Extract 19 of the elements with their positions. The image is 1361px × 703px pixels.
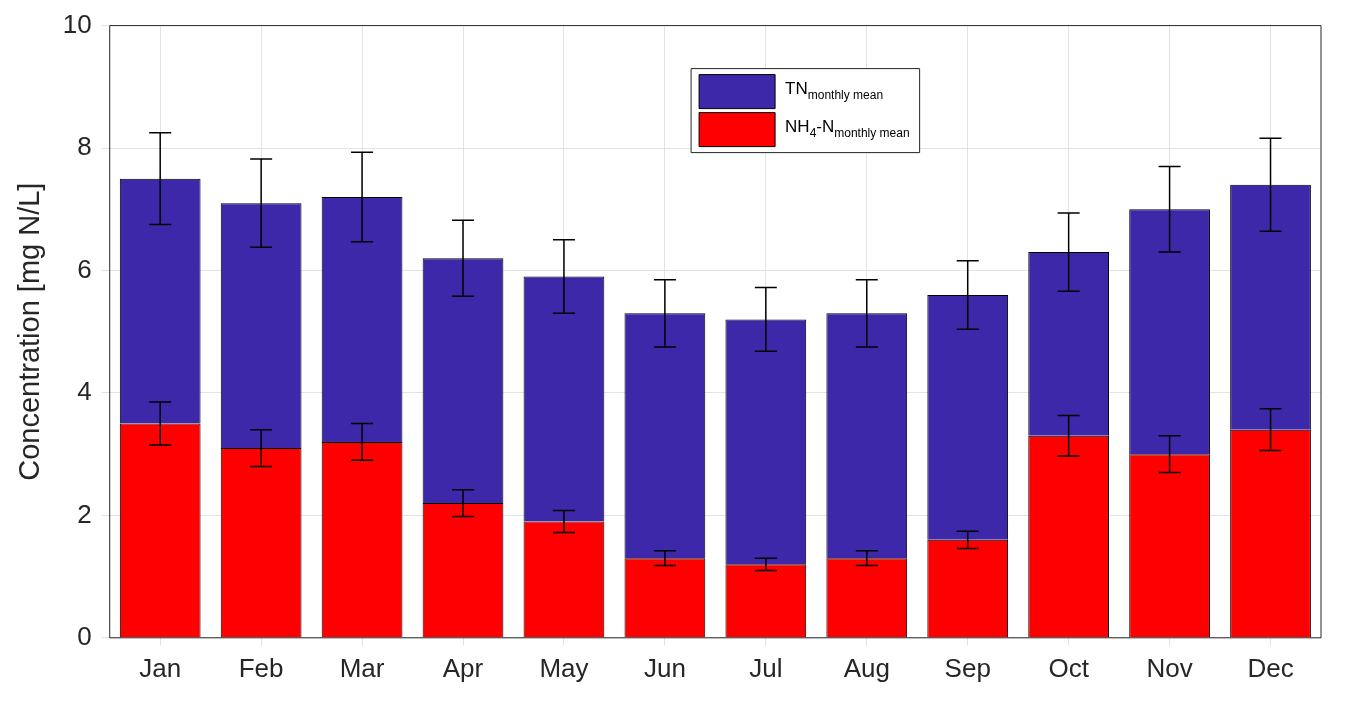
y-tick-label: 8 (77, 131, 92, 162)
x-tick-label: Oct (1048, 652, 1090, 683)
x-tick-label: Jun (643, 652, 686, 683)
y-tick-label: 6 (77, 253, 92, 284)
x-tick-label: Aug (843, 652, 890, 683)
x-tick-label: Sep (944, 652, 991, 683)
x-tick-label: Mar (339, 652, 385, 683)
y-tick-label: 10 (62, 8, 92, 39)
x-tick-label: May (539, 652, 589, 683)
x-tick-label: Jul (749, 652, 783, 683)
y-axis-title: Concentration [mg N/L] (13, 182, 46, 481)
y-tick-label: 0 (77, 620, 92, 651)
x-tick-label: Apr (442, 652, 484, 683)
x-tick-label: Feb (238, 652, 284, 683)
x-tick-label: Nov (1146, 652, 1193, 683)
y-tick-label: 4 (77, 376, 92, 407)
x-tick-label: Dec (1247, 652, 1294, 683)
x-tick-label: Jan (139, 652, 182, 683)
y-tick-label: 2 (77, 498, 92, 529)
